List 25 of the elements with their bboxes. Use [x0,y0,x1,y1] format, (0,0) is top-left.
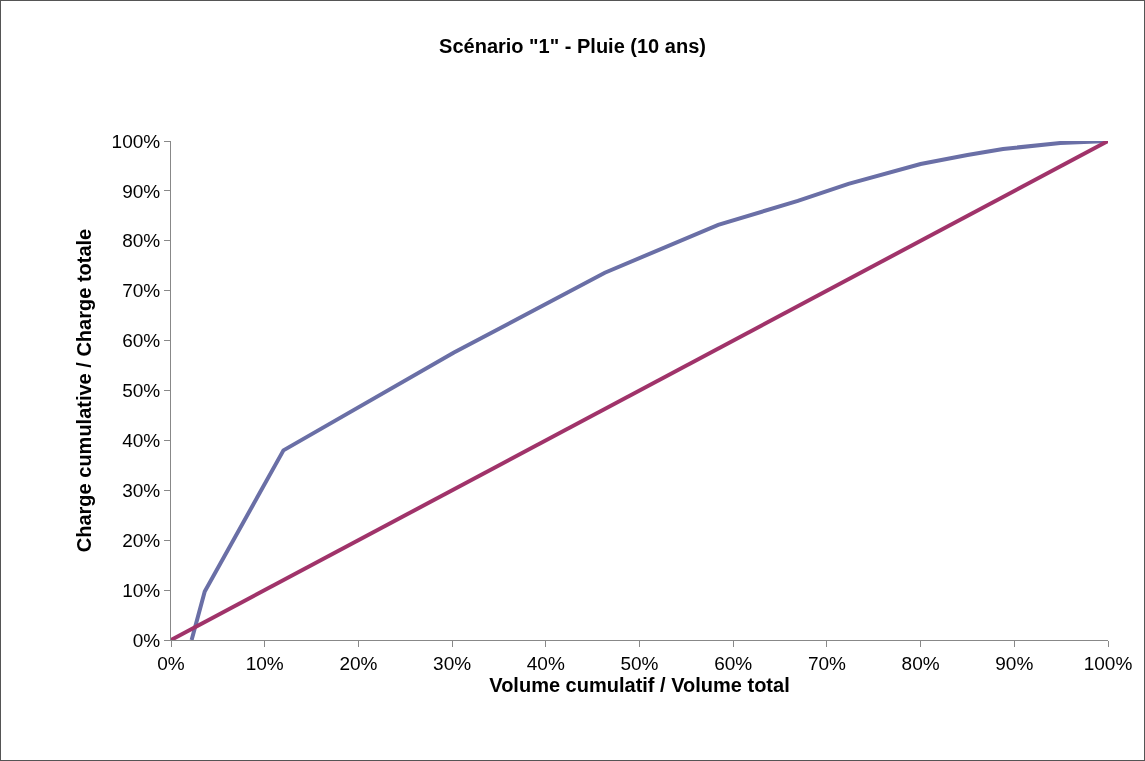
y-tick-label: 90% [122,180,161,202]
y-axis-title: Charge cumulative / Charge totale [73,228,96,553]
x-tick-label: 20% [339,652,378,674]
x-tick-label: 10% [245,652,284,674]
y-tick-label: 0% [132,629,161,651]
x-tick-label: 60% [714,652,753,674]
y-tick-label: 20% [122,529,161,551]
x-tick-label: 80% [901,652,940,674]
y-tick-label: 60% [122,330,161,352]
y-tick-label: 10% [122,579,161,601]
y-tick-label: 40% [122,430,161,452]
y-tick-label: 30% [122,479,161,501]
x-tick-label: 70% [807,652,847,674]
y-tick-label: 80% [122,230,161,252]
y-tick-label: 70% [122,280,161,302]
y-tick-label: 100% [111,130,161,152]
x-axis-title: Volume cumulatif / Volume total [489,673,790,696]
chart-title: Scénario "1" - Pluie (10 ans) [439,34,706,57]
x-tick-label: 90% [995,652,1034,674]
x-tick-label: 30% [433,652,472,674]
x-tick-label: 0% [157,652,185,674]
x-tick-label: 50% [620,652,659,674]
y-tick-label: 50% [122,380,161,402]
x-tick-label: 100% [1083,652,1133,674]
x-tick-label: 40% [526,652,565,674]
